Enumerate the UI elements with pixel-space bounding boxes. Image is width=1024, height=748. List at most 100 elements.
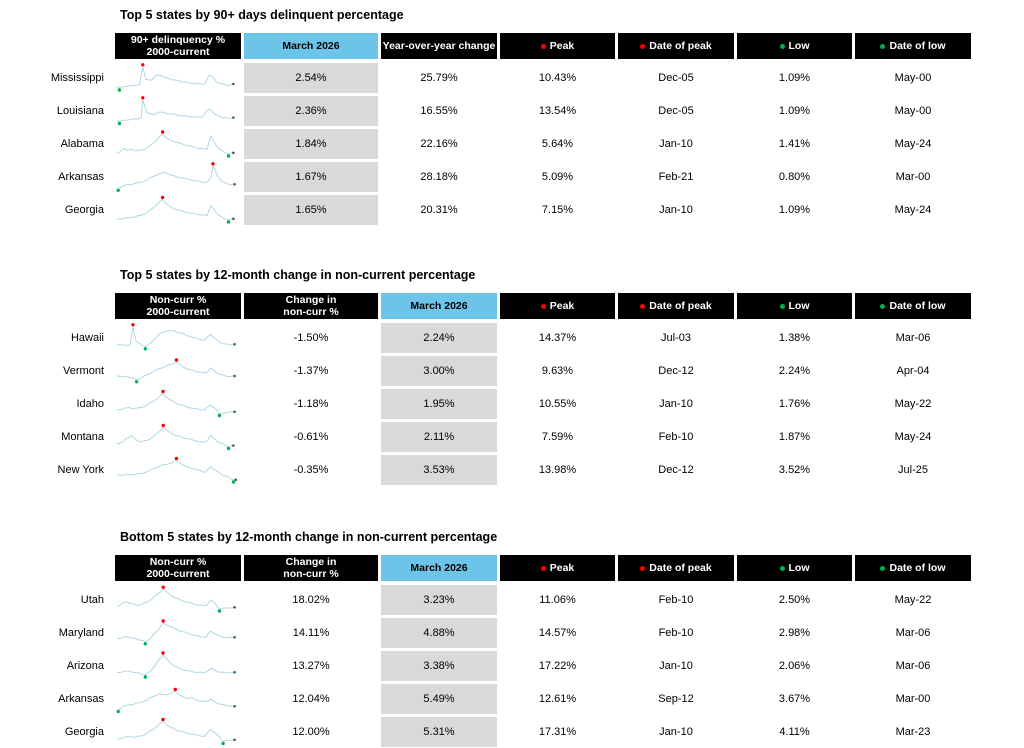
cell-value: 7.15% (541, 203, 574, 216)
end-dot-icon (232, 116, 235, 119)
row-label: Maryland (58, 626, 104, 639)
row-label: Arkansas (58, 692, 104, 705)
end-dot-icon (233, 343, 236, 346)
table-row: Alabama 1.84% 22.16% 5.64% Jan-10 1.41% May-24 (0, 127, 972, 160)
table-section-bottom5-noncurrent-change: Bottom 5 states by 12-month change in no… (0, 486, 1024, 748)
column-header: Low (737, 33, 852, 59)
cell-value: 4.11% (779, 725, 810, 738)
end-dot-icon (234, 478, 238, 482)
column-header-label: 90+ delinquency % 2000-current (130, 33, 226, 58)
cell-value: 20.31% (420, 203, 458, 216)
row-label: New York (57, 463, 104, 476)
peak-dot-icon (174, 358, 179, 362)
sparkline-cell (115, 420, 241, 453)
cell-value: May-22 (894, 593, 932, 606)
sparkline-chart (116, 619, 236, 646)
low-dot-icon (116, 188, 120, 192)
sparkline-cell (115, 354, 241, 387)
cell-value: 2.11% (381, 421, 497, 452)
sparkline-cell (115, 453, 241, 486)
cell-value: 2.98% (778, 626, 811, 639)
peak-dot-icon (540, 303, 546, 309)
cell-value: 5.31% (381, 716, 497, 747)
cell-value: May-22 (894, 397, 932, 410)
cell-value: 1.09% (778, 104, 811, 117)
column-header-label: Non-curr % 2000-current (146, 555, 210, 580)
column-header: Date of peak (618, 33, 734, 59)
peak-dot-icon (160, 195, 165, 200)
cell-value: 5.09% (541, 170, 574, 183)
table-title: Top 5 states by 12-month change in non-c… (120, 268, 476, 282)
cell-value: -1.50% (293, 331, 329, 344)
column-header: Date of low (855, 293, 971, 319)
low-dot-icon (779, 303, 785, 309)
column-header: Date of peak (618, 293, 734, 319)
cell-value: Jan-10 (659, 725, 693, 738)
cell-value: 13.54% (538, 104, 577, 117)
table-row: Idaho -1.18% 1.95% 10.55% Jan-10 1.76% May-22 (0, 387, 972, 420)
table-row: Georgia 1.65% 20.31% 7.15% Jan-10 1.09% May-24 (0, 193, 972, 226)
cell-value: -0.35% (293, 463, 329, 476)
cell-value: 2.24% (381, 322, 497, 353)
table-row: Arkansas 12.04% 5.49% 12.61% Sep-12 3.67% Mar-… (0, 682, 972, 715)
column-header-label: Date of low (889, 39, 946, 52)
table-title: Bottom 5 states by 12-month change in no… (120, 530, 498, 544)
column-header: Non-curr % 2000-current (115, 555, 241, 581)
sparkline-chart (116, 63, 235, 92)
cell-value: Jul-03 (661, 331, 691, 344)
column-header-label: Low (788, 299, 810, 312)
end-dot-icon (232, 82, 235, 86)
column-header: March 2026 (381, 555, 497, 581)
table-row: Louisiana 2.36% 16.55% 13.54% Dec-05 1.09% May… (0, 94, 972, 127)
low-dot-icon (116, 709, 120, 714)
sparkline-chart (117, 651, 236, 679)
cell-value: Mar-06 (895, 626, 931, 639)
table-row: Hawaii -1.50% 2.24% 14.37% Jul-03 1.38% Mar-06 (0, 321, 972, 354)
column-header-label: March 2026 (410, 299, 468, 312)
peak-dot-icon (540, 43, 546, 49)
cell-value: Mar-06 (895, 659, 931, 672)
peak-dot-icon (640, 43, 646, 49)
low-dot-icon (221, 741, 225, 746)
column-header: March 2026 (381, 293, 497, 319)
peak-dot-icon (131, 323, 135, 327)
column-header-label: Date of peak (649, 299, 712, 312)
cell-value: 1.67% (244, 161, 378, 192)
row-label: Vermont (63, 364, 104, 377)
cell-value: 3.23% (381, 584, 497, 615)
sparkline-cell (115, 94, 241, 127)
peak-dot-icon (640, 565, 646, 571)
cell-value: May-00 (894, 71, 932, 84)
low-dot-icon (143, 642, 147, 646)
table-section-top5-noncurrent-change: Top 5 states by 12-month change in non-c… (0, 226, 1024, 486)
low-dot-icon (226, 154, 231, 158)
cell-value: Mar-23 (895, 725, 931, 738)
cell-value: Feb-10 (658, 593, 694, 606)
cell-value: Mar-00 (895, 170, 931, 183)
cell-value: 2.24% (778, 364, 811, 377)
cell-value: Feb-10 (658, 430, 694, 443)
sparkline-cell (115, 649, 241, 682)
cell-value: 3.67% (778, 692, 811, 705)
low-dot-icon (117, 121, 122, 126)
column-header-label: Peak (549, 299, 575, 312)
cell-value: 9.63% (541, 364, 574, 377)
cell-value: Dec-12 (658, 463, 694, 476)
cell-value: 1.65% (244, 194, 378, 225)
cell-value: 7.59% (541, 430, 574, 443)
sparkline-cell (115, 61, 241, 94)
cell-value: 28.18% (420, 170, 458, 183)
cell-value: 2.36% (244, 95, 378, 126)
end-dot-icon (232, 444, 235, 447)
peak-dot-icon (173, 687, 177, 692)
cell-value: May-24 (894, 430, 932, 443)
table-row: Montana -0.61% 2.11% 7.59% Feb-10 1.87% May-24 (0, 420, 972, 453)
row-label: Louisiana (56, 104, 104, 117)
cell-value: Jan-10 (659, 659, 693, 672)
sparkline-cell (115, 715, 241, 748)
cell-value: 14.37% (538, 331, 577, 344)
sparkline-chart (116, 456, 238, 484)
cell-value: 5.64% (541, 137, 574, 150)
column-header-label: March 2026 (410, 561, 468, 574)
